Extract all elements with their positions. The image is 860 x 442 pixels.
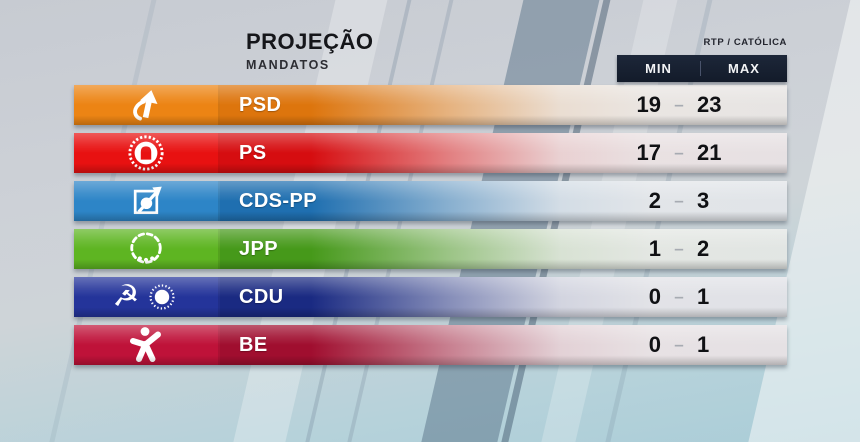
jpp-people-circle-icon	[74, 229, 220, 269]
party-name: BE	[239, 334, 268, 356]
min-seats: 19	[636, 92, 661, 117]
title-block: PROJEÇÃO MANDATOS	[246, 29, 374, 73]
min-column-header: MIN	[645, 61, 672, 76]
table-row-cdu: ☭ CDU 0 – 1	[74, 277, 787, 317]
table-row-psd: PSD 19 – 23	[74, 85, 787, 125]
page-title: PROJEÇÃO	[246, 29, 374, 54]
table-row-ps: PS 17 – 21	[74, 133, 787, 173]
bg-streak	[483, 0, 620, 442]
table-row-cds-pp: CDS-PP 2 – 3	[74, 181, 787, 221]
range-dash: –	[674, 95, 684, 114]
seat-range: 2 – 3	[615, 181, 767, 221]
cdu-hammer-sickle-sun-icon: ☭	[74, 277, 220, 317]
party-name: CDU	[239, 286, 284, 308]
cds-arrow-square-icon	[74, 181, 220, 221]
hammer-sickle-glyph: ☭	[112, 279, 140, 314]
minmax-header: MIN MAX	[617, 55, 787, 82]
range-dash: –	[674, 191, 684, 210]
party-name: JPP	[239, 238, 279, 260]
max-column-header: MAX	[728, 61, 760, 76]
max-seats: 1	[697, 332, 710, 357]
column-divider	[700, 61, 701, 76]
ps-fist-icon	[74, 133, 220, 173]
page-subtitle: MANDATOS	[246, 58, 330, 72]
min-seats: 17	[636, 140, 661, 165]
seat-range: 1 – 2	[615, 229, 767, 269]
max-seats: 23	[697, 92, 722, 117]
min-seats: 0	[648, 284, 661, 309]
psd-arrow-icon	[74, 85, 220, 125]
seat-range: 17 – 21	[615, 133, 767, 173]
seat-range: 0 – 1	[615, 325, 767, 365]
seat-range: 19 – 23	[615, 85, 767, 125]
min-seats: 2	[648, 188, 661, 213]
min-seats: 0	[648, 332, 661, 357]
party-name: PSD	[239, 94, 282, 116]
max-seats: 3	[697, 188, 710, 213]
party-name: CDS-PP	[239, 190, 317, 212]
range-dash: –	[674, 143, 684, 162]
bg-streak	[403, 0, 609, 442]
max-seats: 21	[697, 140, 722, 165]
seat-range: 0 – 1	[615, 277, 767, 317]
range-dash: –	[674, 287, 684, 306]
range-dash: –	[674, 335, 684, 354]
max-seats: 1	[697, 284, 710, 309]
max-seats: 2	[697, 236, 710, 261]
table-row-jpp: JPP 1 – 2	[74, 229, 787, 269]
min-seats: 1	[648, 236, 661, 261]
party-name: PS	[239, 142, 267, 164]
table-row-be: BE 0 – 1	[74, 325, 787, 365]
range-dash: –	[674, 239, 684, 258]
be-star-person-icon	[74, 325, 220, 365]
source-label: RTP / CATÓLICA	[703, 37, 787, 48]
bg-streak	[31, 0, 166, 442]
